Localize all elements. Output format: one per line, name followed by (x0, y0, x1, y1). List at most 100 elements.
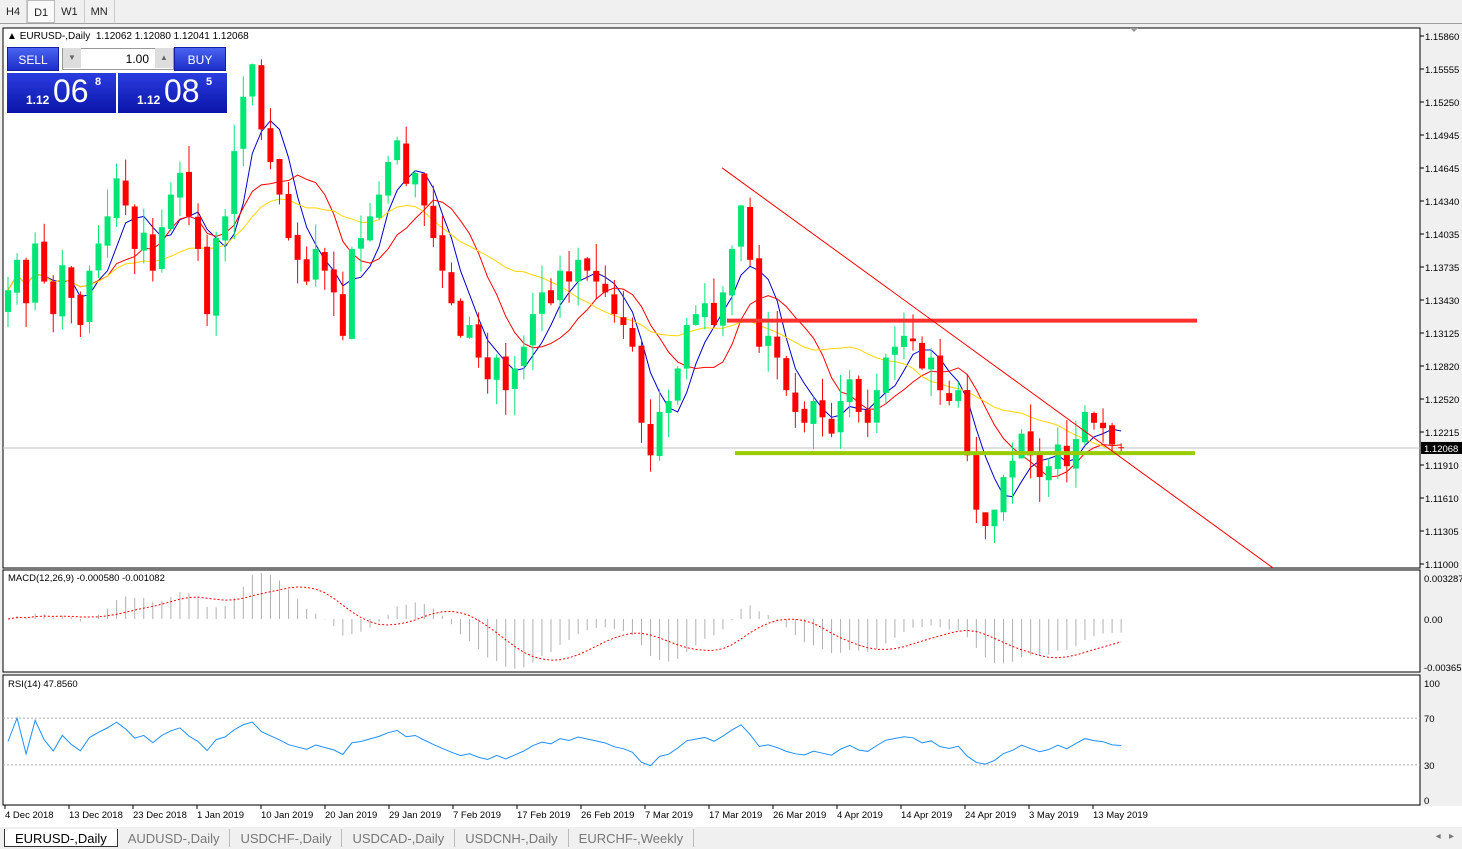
tab-usdcnh[interactable]: USDCNH-,Daily (455, 829, 569, 847)
tab-eurusd[interactable]: EURUSD-,Daily (4, 829, 118, 847)
candle-body (23, 259, 30, 304)
candle-body (529, 314, 536, 346)
tab-eurchf[interactable]: EURCHF-,Weekly (569, 829, 695, 847)
candle-body (276, 159, 283, 195)
candle-body (864, 409, 871, 423)
candle-body (439, 235, 446, 271)
price-label: 1.12520 (1425, 395, 1459, 406)
price-label: 1.13125 (1425, 329, 1459, 340)
candle-body (710, 302, 717, 325)
sell-button[interactable]: SELL (7, 47, 59, 71)
candle-body (611, 294, 618, 315)
tab-scroll-arrows-icon[interactable]: ◂ ▸ (1435, 831, 1454, 842)
date-label: 24 Apr 2019 (965, 810, 1016, 821)
candle-body (68, 267, 75, 298)
candle-body (186, 171, 192, 217)
tf-mn[interactable]: MN (85, 0, 115, 23)
candle-body (294, 234, 301, 260)
candle-body (1109, 425, 1116, 445)
candle-body (403, 143, 410, 184)
date-label: 4 Dec 2018 (5, 810, 54, 821)
candle-body (620, 317, 627, 325)
tf-h4[interactable]: H4 (0, 0, 28, 23)
candle-body (167, 194, 174, 230)
candle-body (1009, 460, 1016, 478)
candle-body (448, 272, 455, 304)
tab-audusd[interactable]: AUDUSD-,Daily (118, 829, 231, 847)
candle-body (14, 259, 21, 293)
candle-body (86, 270, 93, 323)
candle-body (357, 238, 364, 249)
candle-body (828, 418, 835, 434)
date-label: 14 Apr 2019 (901, 810, 952, 821)
rsi-axis-label: 0 (1424, 796, 1429, 807)
buy-price[interactable]: 1.12 08 5 (118, 73, 227, 113)
candle-body (964, 390, 971, 456)
sell-price[interactable]: 1.12 06 8 (7, 73, 116, 113)
price-label: 1.11000 (1425, 560, 1459, 571)
lots-increase-icon[interactable]: ▲ (155, 48, 173, 68)
candle-body (783, 358, 790, 391)
candle-body (267, 128, 274, 163)
sell-price-prefix: 1.12 (26, 93, 50, 107)
candle-body (1063, 445, 1070, 467)
lots-decrease-icon[interactable]: ▼ (63, 48, 81, 68)
price-label: 1.14645 (1425, 164, 1459, 175)
rsi-axis-label: 70 (1424, 714, 1435, 725)
candle-body (249, 64, 256, 97)
tab-usdcad[interactable]: USDCAD-,Daily (342, 829, 456, 847)
candle-body (701, 303, 708, 317)
symbol-title: EURUSD-,Daily (19, 31, 91, 42)
date-axis-bg (0, 806, 1462, 827)
tab-usdchf[interactable]: USDCHF-,Daily (230, 829, 343, 847)
price-label: 1.12820 (1425, 362, 1459, 373)
candle-body (131, 206, 138, 249)
candle-body (240, 96, 247, 149)
candle-body (584, 258, 591, 271)
candle-body (937, 355, 944, 391)
buy-button[interactable]: BUY (174, 47, 226, 71)
date-label: 17 Feb 2019 (517, 810, 570, 821)
current-price-tag (1421, 441, 1462, 454)
candle-body (50, 281, 57, 315)
candle-body (656, 411, 663, 457)
candle-body (1000, 477, 1007, 513)
one-click-trading-panel: SELL 1.00 ▼ ▲ BUY 1.12 06 8 1.12 08 5 (7, 47, 227, 113)
candle-body (95, 243, 102, 271)
candle-body (77, 294, 84, 325)
candle-body (946, 393, 953, 402)
buy-price-prefix: 1.12 (137, 93, 161, 107)
candle-body (955, 390, 962, 402)
candle-body (466, 324, 473, 338)
price-label: 1.14035 (1425, 230, 1459, 241)
candle-body (312, 248, 319, 280)
candle-body (665, 401, 672, 413)
date-label: 7 Feb 2019 (453, 810, 501, 821)
candle-body (801, 408, 808, 423)
candle-body (140, 232, 147, 251)
macd-axis-label: 0.00 (1424, 615, 1443, 626)
candle-body (747, 206, 754, 260)
candle-body (557, 270, 564, 301)
candle-body (900, 335, 907, 348)
candle-body (475, 324, 482, 358)
rsi-line (7, 716, 1122, 767)
tf-w1[interactable]: W1 (55, 0, 85, 23)
candle-body (1027, 431, 1034, 456)
lots-input[interactable]: 1.00 (62, 48, 174, 70)
candle-body (919, 342, 926, 369)
rsi-label: RSI(14) 47.8560 (8, 679, 78, 690)
date-label: 4 Apr 2019 (837, 810, 883, 821)
candle-body (891, 346, 898, 355)
candle-body (1091, 413, 1097, 423)
collapse-triangle-icon[interactable]: ▲ (7, 31, 17, 42)
chart-area[interactable]: 1.15860 1.15555 1.15250 1.14945 1.14645 1.143… (0, 25, 1462, 828)
macd-axis-label: -0.003659 (1424, 663, 1462, 674)
main-chart-frame (2, 27, 1421, 569)
candle-body (303, 259, 310, 282)
candle-body (59, 265, 66, 317)
candle-body (367, 216, 373, 241)
candle-body (738, 205, 745, 247)
tf-d1[interactable]: D1 (27, 0, 56, 23)
candle-body (982, 512, 989, 526)
